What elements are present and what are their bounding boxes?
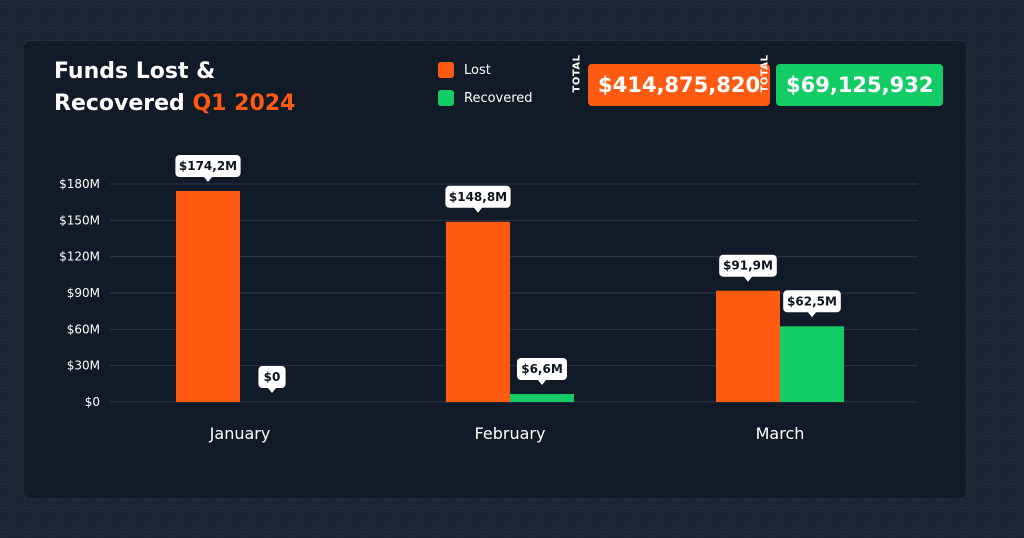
title-line-1: Funds Lost &	[54, 59, 216, 84]
legend-swatch-lost	[438, 62, 454, 78]
x-category-label: February	[475, 424, 546, 443]
bar-recovered-february	[510, 394, 574, 402]
y-tick-label: $30M	[67, 359, 100, 373]
legend-label-recovered: Recovered	[464, 90, 533, 106]
chart-title: Funds Lost & Recovered Q1 2024	[54, 56, 295, 120]
data-label-bg	[175, 155, 241, 183]
title-highlight: Q1 2024	[192, 91, 296, 116]
data-label-lost-february: $148,8M	[449, 190, 507, 204]
y-tick-label: $90M	[67, 286, 100, 300]
data-label-lost-march: $91,9M	[723, 259, 773, 273]
legend-label-lost: Lost	[464, 62, 491, 78]
y-tick-label: $150M	[59, 213, 100, 227]
total-recovered-value: $69,125,932	[776, 64, 944, 106]
data-label-recovered-march: $62,5M	[787, 294, 837, 308]
data-label-bg	[517, 358, 567, 386]
bar-chart: $0 $30M $60M $90M $120M $150M $180M $174,2M $0 Ja…	[59, 155, 918, 443]
data-label-recovered-february: $6,6M	[521, 362, 563, 376]
x-category-label: March	[756, 424, 805, 443]
x-category-label: January	[209, 424, 271, 443]
title-line-2: Recovered	[54, 91, 185, 116]
total-lost-value: $414,875,820	[588, 64, 771, 106]
data-label-bg	[783, 290, 841, 318]
y-tick-label: $60M	[67, 322, 100, 336]
y-tick-label: $180M	[59, 177, 100, 191]
y-tick-label: $120M	[59, 250, 100, 264]
total-lost: TOTAL $414,875,820	[570, 54, 771, 106]
data-label-lost-january: $174,2M	[179, 159, 237, 173]
legend-swatch-recovered	[438, 90, 454, 106]
legend-item-recovered: Recovered	[438, 90, 533, 106]
total-recovered: TOTAL $69,125,932	[758, 54, 944, 106]
legend-item-lost: Lost	[438, 62, 491, 78]
data-label-bg	[445, 185, 511, 213]
bar-lost-february	[446, 221, 510, 402]
data-label-recovered-january: $0	[264, 370, 281, 384]
data-label-bg	[719, 254, 777, 282]
y-tick-label: $0	[85, 395, 100, 409]
data-label-bg	[258, 366, 286, 393]
chart-card: Funds Lost & Recovered Q1 2024 Lost Reco…	[24, 41, 966, 498]
bar-lost-march	[716, 290, 780, 402]
bar-lost-january	[176, 191, 240, 402]
bar-recovered-march	[780, 326, 844, 402]
